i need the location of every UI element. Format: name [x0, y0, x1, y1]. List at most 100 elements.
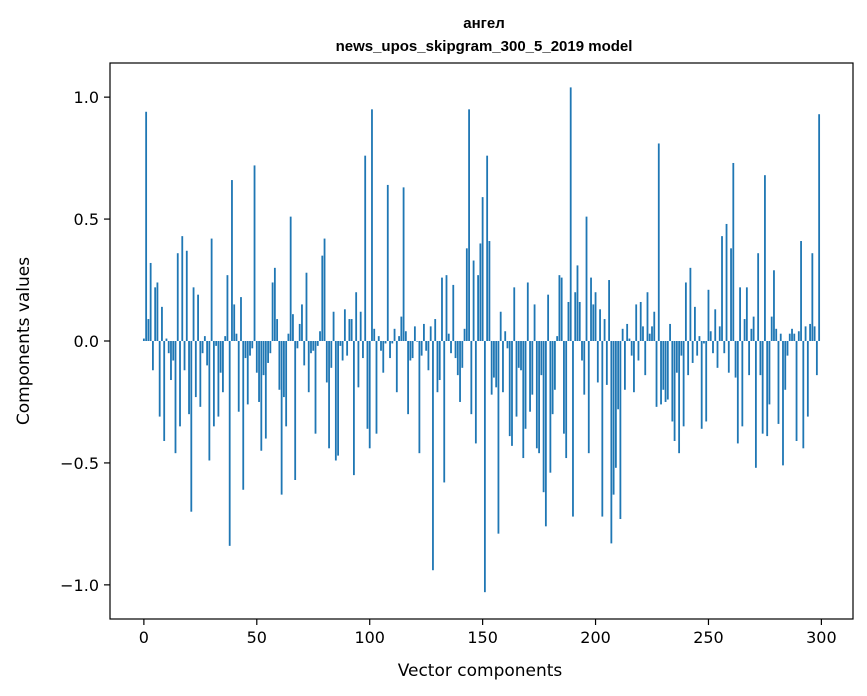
bar	[373, 328, 376, 341]
y-tick-label: −0.5	[60, 454, 99, 473]
bar	[637, 341, 640, 361]
bar	[540, 341, 543, 376]
bar	[727, 341, 730, 373]
bar	[714, 309, 717, 341]
bar	[718, 326, 721, 341]
bar	[156, 282, 159, 341]
bar	[409, 341, 412, 361]
bar	[483, 341, 486, 593]
bar	[233, 304, 236, 341]
bar	[488, 241, 491, 341]
bar	[312, 341, 315, 351]
bar	[764, 175, 766, 341]
bar	[542, 341, 545, 493]
bar	[477, 275, 480, 341]
bar	[357, 341, 360, 388]
bar	[671, 341, 674, 422]
bar	[479, 243, 482, 341]
x-tick-label: 100	[354, 628, 385, 647]
bar	[407, 341, 410, 415]
bar	[441, 277, 443, 341]
bar	[678, 341, 681, 454]
bar	[572, 341, 574, 517]
bar	[294, 341, 297, 480]
bar	[766, 341, 769, 437]
bar	[346, 341, 349, 356]
bar	[553, 341, 556, 390]
bar	[560, 277, 563, 341]
bar	[271, 282, 274, 341]
bar	[303, 341, 306, 366]
bar	[296, 341, 299, 349]
bar	[608, 280, 611, 341]
bar	[425, 341, 428, 351]
bar	[206, 341, 209, 366]
bar	[170, 341, 172, 381]
bar	[371, 109, 373, 341]
bar	[811, 253, 814, 341]
bar	[619, 341, 622, 520]
bar	[280, 341, 283, 495]
bar	[709, 331, 712, 341]
bar	[533, 304, 536, 341]
bar	[624, 341, 626, 390]
bar	[687, 341, 690, 376]
x-tick-label: 300	[806, 628, 837, 647]
bar	[429, 326, 432, 341]
bar	[535, 341, 538, 449]
bar	[377, 336, 380, 341]
x-tick-label: 200	[580, 628, 611, 647]
bar	[736, 341, 739, 444]
bar	[190, 341, 193, 512]
bar	[348, 319, 351, 341]
bar	[253, 165, 256, 341]
bar	[226, 275, 229, 341]
bar	[316, 341, 319, 346]
bar	[413, 326, 416, 341]
bar	[520, 341, 522, 371]
bar	[599, 309, 601, 341]
bar	[161, 306, 163, 341]
bar	[217, 341, 220, 417]
x-tick-label: 150	[467, 628, 498, 647]
bar	[682, 341, 685, 427]
y-tick-label: 0.5	[74, 210, 99, 229]
bar	[249, 341, 251, 356]
bar	[436, 341, 439, 393]
bar	[486, 155, 489, 341]
bar	[334, 341, 337, 461]
bar	[569, 87, 572, 342]
bar	[655, 341, 658, 407]
bar	[452, 284, 455, 341]
bar	[497, 341, 500, 534]
bar	[745, 287, 748, 341]
bar	[644, 341, 647, 376]
bar	[662, 341, 665, 390]
bar	[502, 341, 504, 393]
bar	[707, 289, 710, 341]
bar	[235, 333, 238, 341]
bar	[612, 341, 615, 495]
bar	[556, 336, 559, 341]
bar	[551, 341, 554, 415]
bar	[614, 341, 617, 468]
bar	[438, 341, 441, 381]
bar	[526, 282, 529, 341]
bar	[818, 114, 821, 341]
bar	[380, 341, 382, 351]
y-tick-label: 0.0	[74, 332, 99, 351]
bar	[154, 287, 157, 341]
bar	[287, 333, 290, 341]
bar	[359, 311, 362, 341]
bar	[321, 255, 324, 341]
bar	[684, 282, 687, 341]
bar	[411, 341, 414, 359]
y-tick-label: 1.0	[74, 88, 99, 107]
bar	[393, 328, 396, 341]
bar	[581, 341, 583, 361]
bar	[786, 341, 789, 356]
bar	[319, 331, 321, 341]
bar	[587, 341, 590, 454]
bar	[262, 341, 265, 376]
bar	[470, 341, 473, 415]
